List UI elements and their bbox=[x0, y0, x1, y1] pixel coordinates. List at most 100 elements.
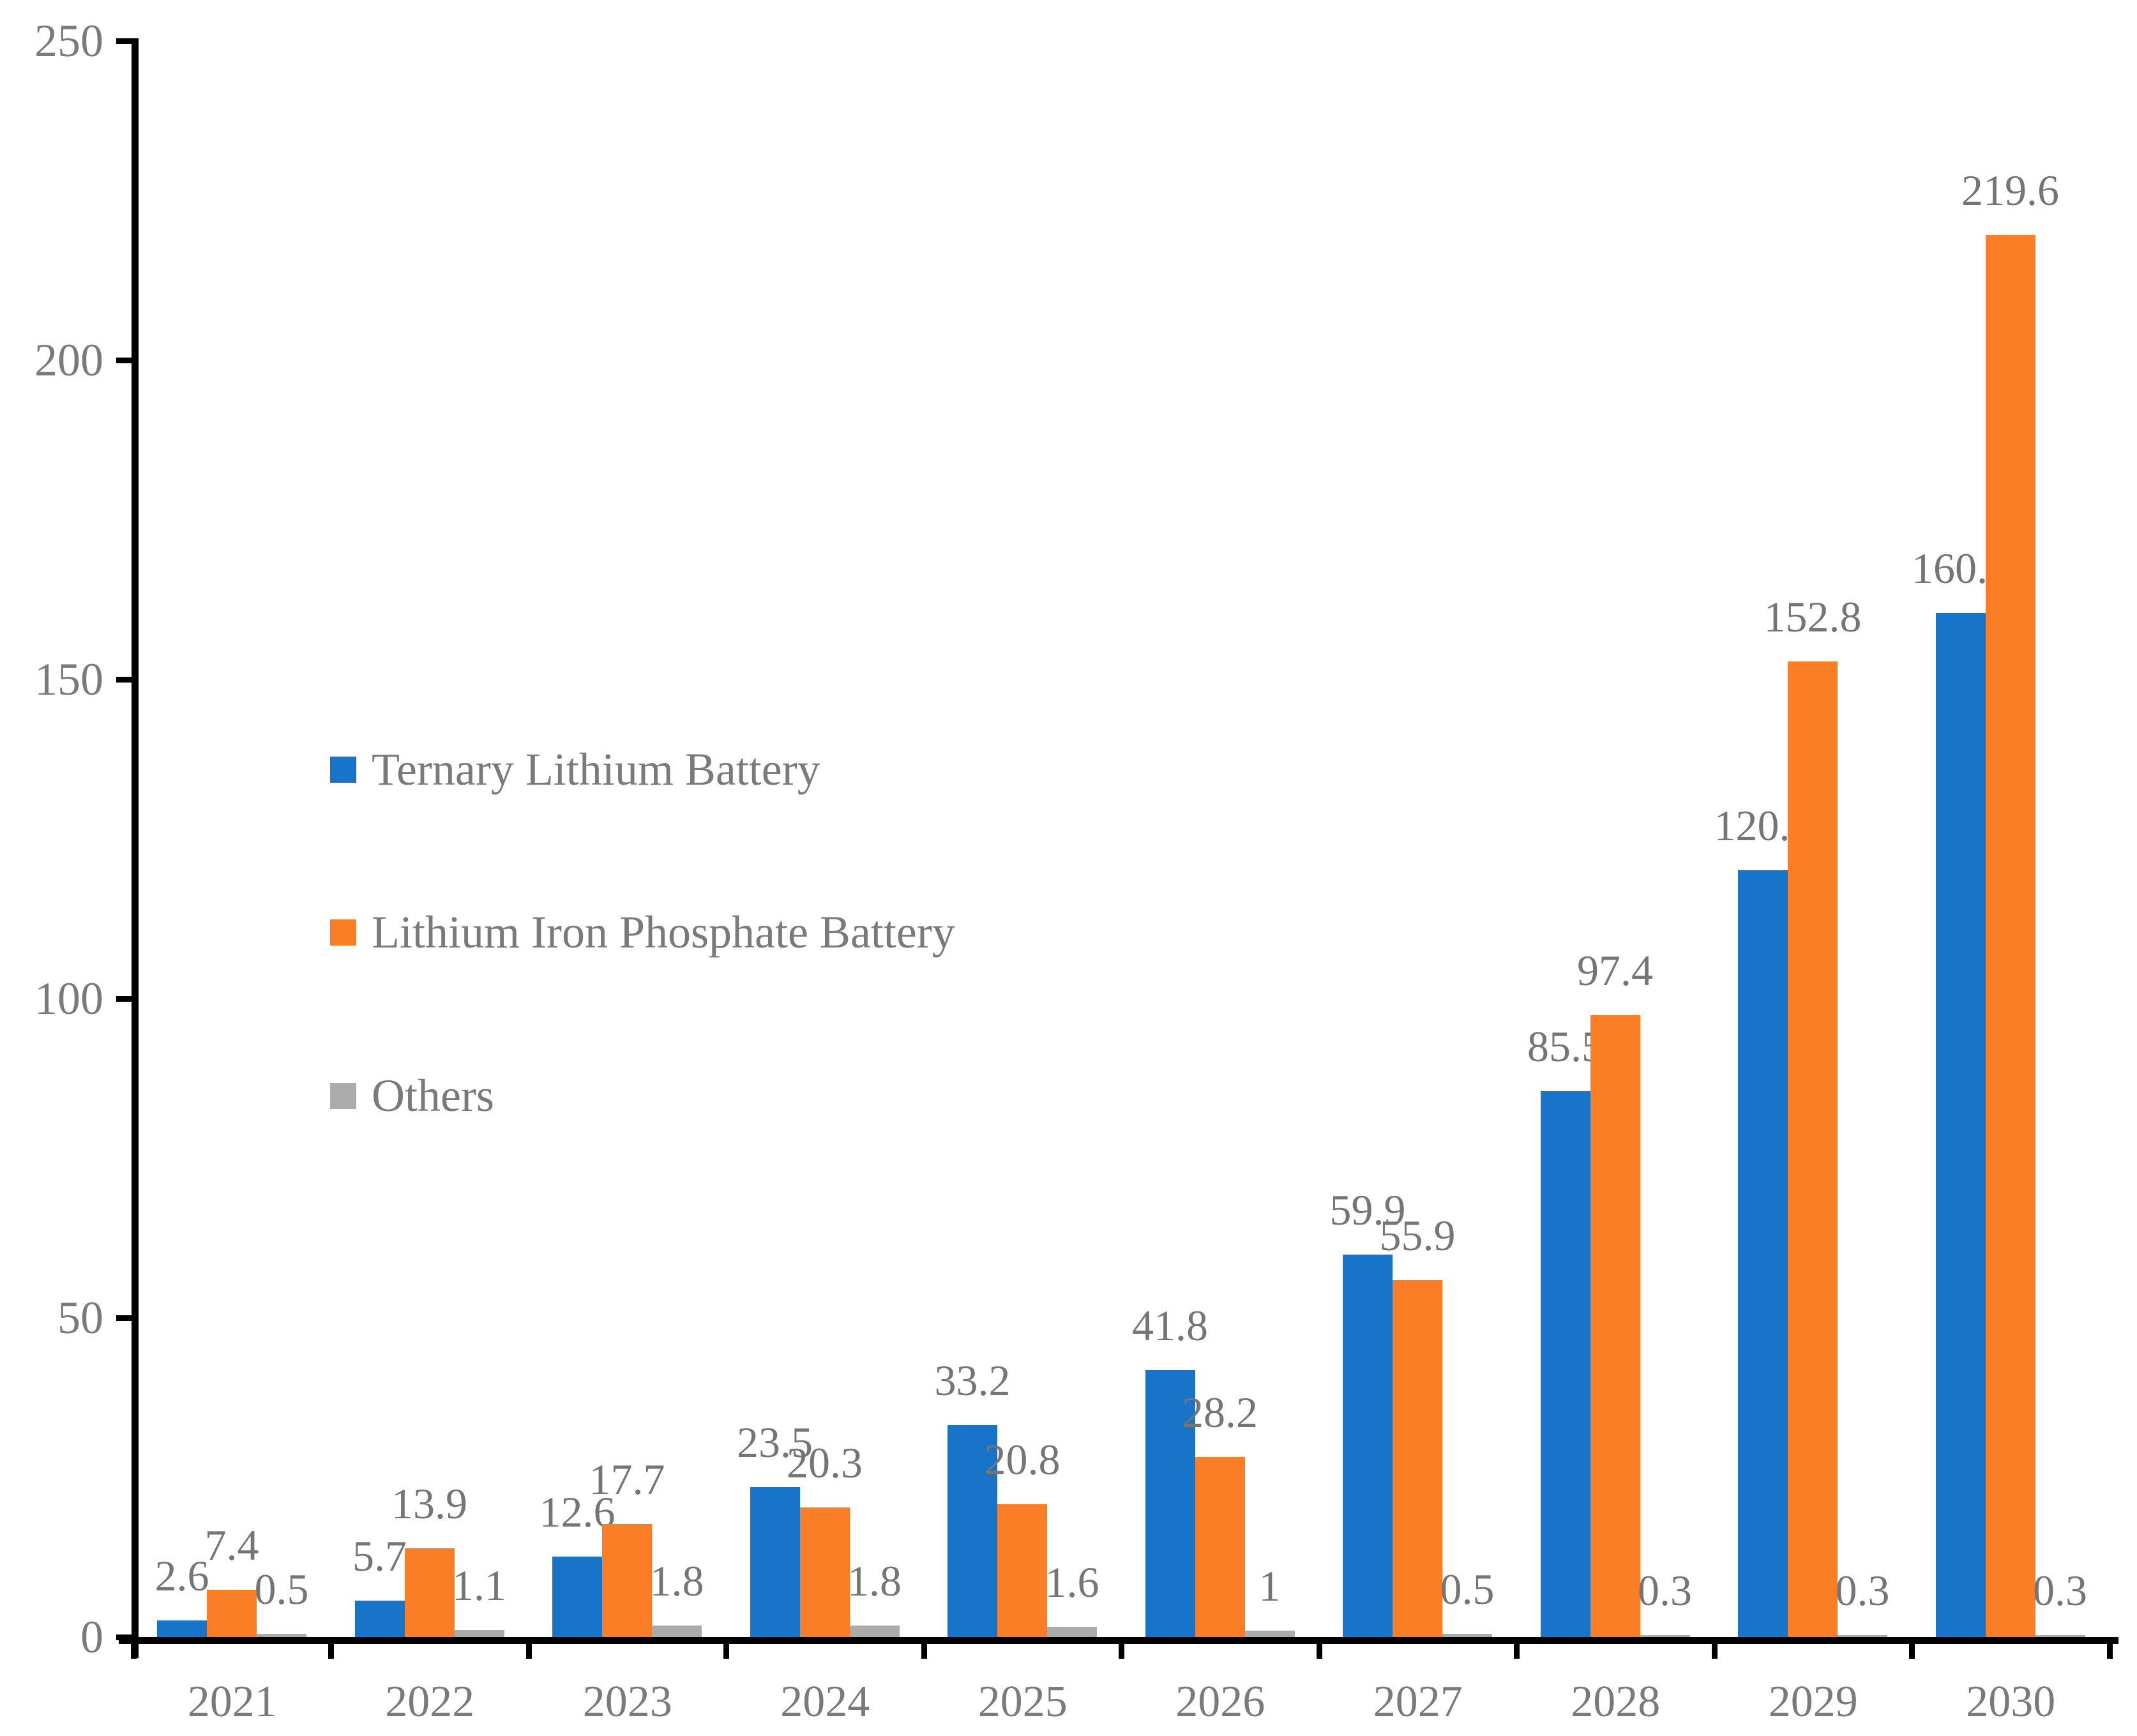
bar-lithium-iron-phosphate-battery-2025 bbox=[997, 1504, 1047, 1637]
legend-item-ternary-lithium-battery: Ternary Lithium Battery bbox=[330, 744, 820, 795]
data-label-others-2021: 0.5 bbox=[254, 1565, 309, 1613]
bar-ternary-lithium-battery-2025 bbox=[948, 1425, 997, 1637]
x-category-label-2028: 2028 bbox=[1571, 1677, 1661, 1726]
bar-others-2028 bbox=[1640, 1635, 1690, 1637]
x-axis-tick bbox=[1119, 1637, 1124, 1659]
y-axis-tick bbox=[116, 676, 133, 683]
bar-ternary-lithium-battery-2024 bbox=[750, 1487, 800, 1637]
data-label-others-2024: 1.8 bbox=[847, 1557, 902, 1605]
y-axis-tick bbox=[116, 38, 133, 44]
x-category-label-2027: 2027 bbox=[1373, 1677, 1463, 1726]
data-label-others-2023: 1.8 bbox=[649, 1557, 704, 1605]
bar-ternary-lithium-battery-2026 bbox=[1145, 1370, 1195, 1637]
legend-label-ternary-lithium-battery: Ternary Lithium Battery bbox=[372, 744, 820, 795]
data-label-lithium-iron-phosphate-battery-2022: 13.9 bbox=[391, 1479, 467, 1528]
bar-lithium-iron-phosphate-battery-2024 bbox=[799, 1507, 850, 1637]
bar-lithium-iron-phosphate-battery-2028 bbox=[1590, 1015, 1640, 1637]
data-label-others-2030: 0.3 bbox=[2033, 1566, 2087, 1615]
bar-lithium-iron-phosphate-battery-2022 bbox=[404, 1548, 455, 1637]
bar-ternary-lithium-battery-2022 bbox=[354, 1601, 405, 1637]
x-category-label-2021: 2021 bbox=[187, 1677, 277, 1726]
bar-lithium-iron-phosphate-battery-2021 bbox=[207, 1590, 257, 1637]
bar-lithium-iron-phosphate-battery-2023 bbox=[602, 1524, 652, 1637]
data-label-others-2022: 1.1 bbox=[452, 1561, 506, 1610]
data-label-lithium-iron-phosphate-battery-2027: 55.9 bbox=[1379, 1211, 1456, 1260]
data-label-others-2028: 0.3 bbox=[1638, 1566, 1692, 1615]
x-axis-tick bbox=[525, 1637, 532, 1659]
legend-item-others: Others bbox=[330, 1070, 494, 1121]
bar-others-2027 bbox=[1442, 1634, 1492, 1637]
y-axis-line bbox=[132, 38, 139, 1658]
data-label-ternary-lithium-battery-2027: 59.9 bbox=[1329, 1186, 1406, 1234]
data-label-lithium-iron-phosphate-battery-2024: 20.3 bbox=[787, 1438, 863, 1487]
bar-others-2022 bbox=[454, 1630, 504, 1637]
data-label-lithium-iron-phosphate-battery-2028: 97.4 bbox=[1577, 946, 1653, 995]
x-axis-tick bbox=[1711, 1637, 1718, 1659]
x-category-label-2025: 2025 bbox=[978, 1677, 1068, 1726]
x-axis-tick bbox=[1909, 1637, 1915, 1659]
legend-item-lithium-iron-phosphate-battery: Lithium Iron Phosphate Battery bbox=[330, 907, 955, 958]
bar-others-2024 bbox=[849, 1626, 900, 1637]
y-axis-tick bbox=[116, 1634, 133, 1640]
data-label-ternary-lithium-battery-2024: 23.5 bbox=[737, 1418, 813, 1467]
data-label-ternary-lithium-battery-2021: 2.6 bbox=[155, 1551, 209, 1600]
data-label-lithium-iron-phosphate-battery-2021: 7.4 bbox=[204, 1521, 259, 1569]
x-category-label-2024: 2024 bbox=[780, 1677, 870, 1726]
x-axis-tick bbox=[328, 1637, 334, 1659]
data-label-ternary-lithium-battery-2022: 5.7 bbox=[352, 1532, 407, 1580]
data-label-lithium-iron-phosphate-battery-2025: 20.8 bbox=[984, 1435, 1061, 1484]
x-category-label-2023: 2023 bbox=[582, 1677, 672, 1726]
y-axis-tick bbox=[116, 995, 133, 1002]
bar-lithium-iron-phosphate-battery-2027 bbox=[1393, 1280, 1442, 1637]
data-label-lithium-iron-phosphate-battery-2023: 17.7 bbox=[589, 1455, 665, 1504]
bar-others-2029 bbox=[1838, 1635, 1887, 1637]
x-axis-tick bbox=[1514, 1637, 1520, 1659]
bar-others-2023 bbox=[652, 1626, 702, 1637]
y-tick-label: 50 bbox=[57, 1292, 103, 1343]
bar-ternary-lithium-battery-2030 bbox=[1935, 613, 1986, 1637]
bar-ternary-lithium-battery-2027 bbox=[1343, 1255, 1393, 1637]
data-label-others-2027: 0.5 bbox=[1440, 1565, 1495, 1613]
bar-ternary-lithium-battery-2021 bbox=[157, 1620, 207, 1637]
x-axis-tick bbox=[921, 1637, 927, 1659]
bar-others-2030 bbox=[2035, 1635, 2085, 1637]
y-tick-label: 150 bbox=[34, 654, 103, 705]
x-axis-tick bbox=[130, 1637, 137, 1659]
bar-others-2025 bbox=[1047, 1627, 1097, 1637]
data-label-others-2026: 1 bbox=[1258, 1562, 1281, 1610]
bar-others-2021 bbox=[257, 1634, 306, 1637]
data-label-ternary-lithium-battery-2026: 41.8 bbox=[1132, 1301, 1208, 1350]
data-label-others-2025: 1.6 bbox=[1045, 1558, 1099, 1606]
bar-ternary-lithium-battery-2028 bbox=[1540, 1091, 1590, 1637]
x-axis-tick bbox=[2106, 1637, 2113, 1659]
bar-lithium-iron-phosphate-battery-2029 bbox=[1788, 661, 1838, 1637]
legend-label-others: Others bbox=[372, 1070, 494, 1121]
y-tick-label: 100 bbox=[34, 973, 103, 1024]
x-axis-tick bbox=[1316, 1637, 1322, 1659]
data-label-lithium-iron-phosphate-battery-2026: 28.2 bbox=[1182, 1388, 1258, 1437]
legend-marker-lithium-iron-phosphate-battery bbox=[330, 919, 356, 946]
data-label-others-2029: 0.3 bbox=[1835, 1566, 1890, 1615]
y-tick-label: 0 bbox=[80, 1611, 103, 1663]
y-tick-label: 200 bbox=[34, 335, 103, 386]
bar-lithium-iron-phosphate-battery-2026 bbox=[1195, 1457, 1245, 1637]
y-axis-tick bbox=[116, 357, 133, 363]
legend-marker-others bbox=[330, 1082, 356, 1109]
x-axis-tick bbox=[723, 1637, 729, 1659]
x-category-label-2026: 2026 bbox=[1175, 1677, 1265, 1726]
bar-others-2026 bbox=[1244, 1631, 1295, 1637]
data-label-lithium-iron-phosphate-battery-2030: 219.6 bbox=[1961, 166, 2059, 215]
y-tick-label: 250 bbox=[34, 15, 103, 66]
x-category-label-2030: 2030 bbox=[1966, 1677, 2056, 1726]
legend-label-lithium-iron-phosphate-battery: Lithium Iron Phosphate Battery bbox=[372, 907, 955, 958]
data-label-ternary-lithium-battery-2025: 33.2 bbox=[934, 1356, 1011, 1405]
x-category-label-2029: 2029 bbox=[1768, 1677, 1858, 1726]
bar-lithium-iron-phosphate-battery-2030 bbox=[1985, 235, 2035, 1637]
y-axis-tick bbox=[116, 1315, 133, 1321]
bar-ternary-lithium-battery-2029 bbox=[1738, 870, 1788, 1637]
bar-ternary-lithium-battery-2023 bbox=[552, 1557, 602, 1637]
data-label-lithium-iron-phosphate-battery-2029: 152.8 bbox=[1763, 593, 1862, 641]
x-category-label-2022: 2022 bbox=[385, 1677, 475, 1726]
legend-marker-ternary-lithium-battery bbox=[330, 756, 356, 783]
